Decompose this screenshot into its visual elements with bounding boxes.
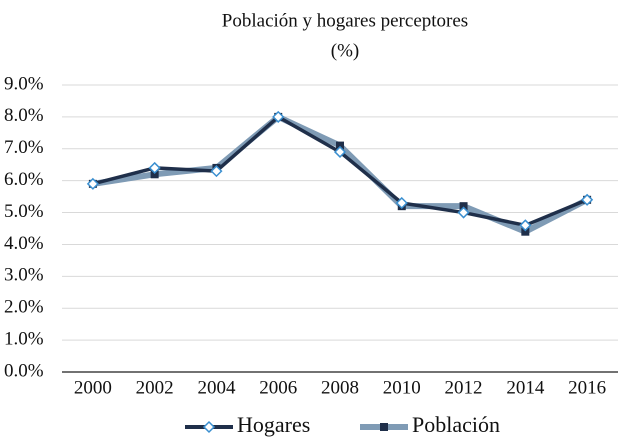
marker [210,165,223,178]
chart-title: Población y hogares perceptores [222,10,468,31]
x-tick-label: 2014 [506,377,545,398]
marker [459,202,468,211]
marker [457,206,470,219]
marker [395,196,408,210]
marker [272,110,285,123]
legend-marker [202,420,216,434]
x-tick-label: 2002 [136,377,174,398]
series-line [92,113,589,235]
y-tick-label: 5.0% [4,201,44,222]
y-tick-label: 8.0% [4,105,44,126]
marker [150,170,159,179]
y-tick-label: 3.0% [4,265,44,286]
x-tick-label: 2000 [74,377,112,398]
y-tick-label: 1.0% [4,328,44,349]
marker [519,219,532,232]
y-tick-label: 4.0% [4,233,44,254]
y-tick-label: 6.0% [4,169,44,190]
y-tick-label: 2.0% [4,297,44,318]
x-tick-label: 2004 [197,377,236,398]
legend-marker [380,423,388,431]
x-tick-label: 2006 [259,377,297,398]
marker [148,161,161,174]
marker [336,141,344,150]
marker [86,177,99,190]
legend-label: Hogares [237,412,310,437]
legend-label: Población [412,412,500,437]
x-tick-label: 2016 [568,377,606,398]
chart-subtitle: (%) [331,40,359,61]
marker [581,193,594,206]
marker [333,145,347,159]
y-tick-label: 9.0% [4,73,44,94]
x-tick-label: 2008 [321,377,359,398]
y-tick-label: 0.0% [4,360,44,381]
y-tick-label: 7.0% [4,137,44,158]
x-tick-label: 2010 [383,377,421,398]
x-tick-label: 2012 [445,377,483,398]
marker [521,227,530,236]
